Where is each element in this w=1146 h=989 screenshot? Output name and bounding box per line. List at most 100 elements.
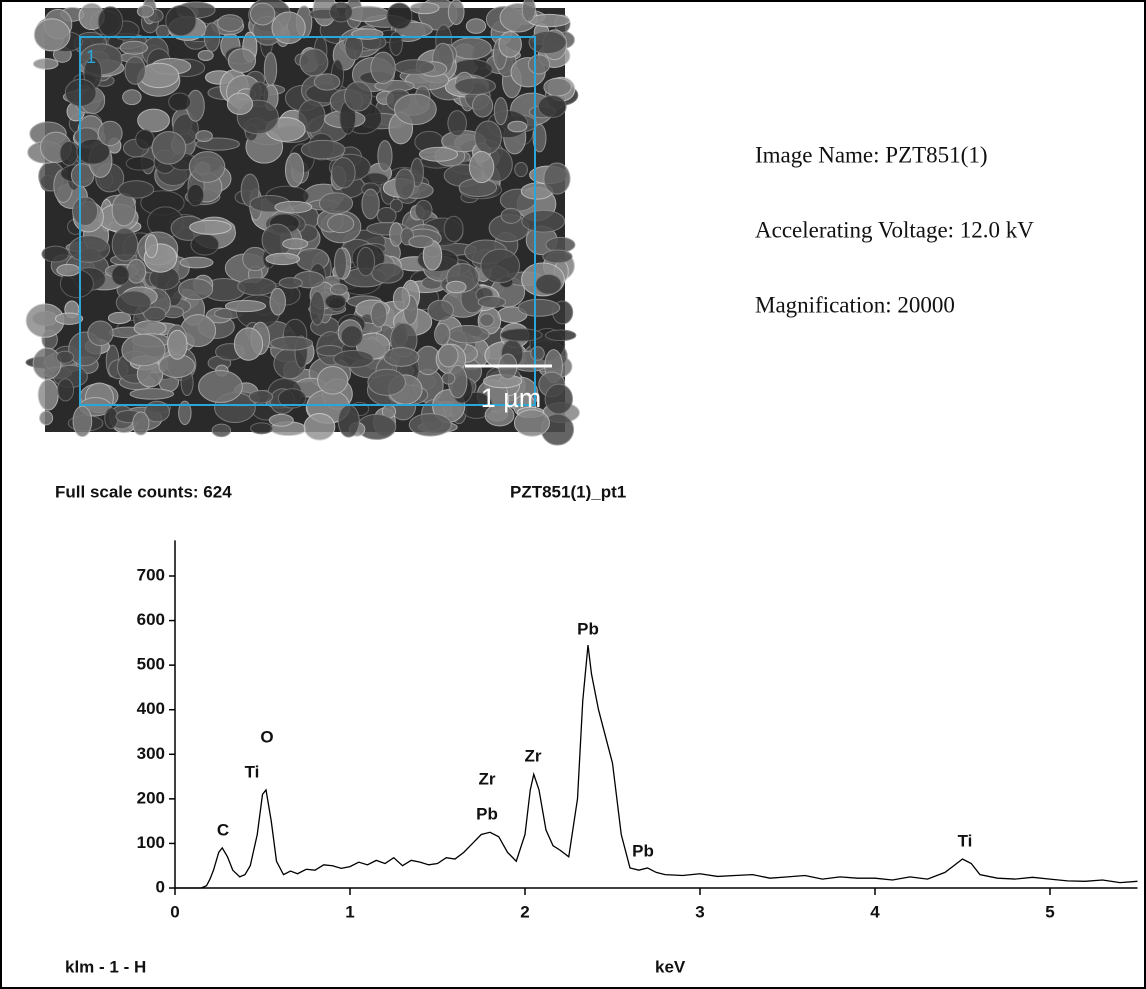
grain (112, 265, 129, 285)
grain (368, 369, 406, 395)
grain (301, 140, 345, 158)
peak-label: C (217, 820, 229, 839)
grain (499, 32, 522, 58)
grain (189, 152, 224, 183)
chart-title: PZT851(1)_pt1 (510, 482, 626, 501)
grain (168, 330, 187, 359)
info-line: Magnification: 20000 (755, 292, 955, 317)
x-axis-label: keV (655, 957, 686, 976)
grain (34, 19, 70, 51)
grain (409, 414, 451, 436)
grain (447, 326, 489, 343)
grain (544, 163, 570, 194)
grain (545, 384, 572, 414)
y-tick-label: 600 (137, 610, 165, 629)
region-label: 1 (86, 47, 96, 67)
grain (475, 121, 502, 154)
grain (545, 330, 575, 341)
grain (285, 153, 303, 187)
grain (318, 367, 348, 395)
grain (372, 263, 403, 283)
grain (314, 74, 339, 90)
grain (133, 412, 149, 435)
y-tick-label: 100 (137, 833, 165, 852)
grain (116, 291, 151, 315)
grain (137, 5, 153, 17)
grain (33, 348, 61, 379)
y-tick-label: 0 (156, 877, 165, 896)
grain (544, 78, 571, 96)
grain (394, 94, 436, 124)
y-tick-label: 300 (137, 744, 165, 763)
grain (55, 313, 82, 324)
grain (225, 300, 265, 311)
grain (344, 82, 371, 111)
grain (543, 250, 572, 263)
grain (228, 49, 255, 73)
grain (334, 248, 346, 278)
grain (122, 334, 165, 365)
grain (73, 406, 92, 436)
grain (118, 181, 153, 198)
grain (310, 291, 324, 325)
grain (508, 121, 527, 132)
peak-label: Zr (479, 769, 496, 788)
grain (330, 284, 347, 295)
grain (127, 259, 146, 283)
grain (251, 423, 273, 434)
grain (98, 121, 122, 145)
grain (304, 413, 335, 440)
x-tick-label: 2 (520, 902, 529, 921)
grain (40, 411, 53, 425)
grain (196, 131, 213, 142)
grain (371, 52, 396, 83)
grain (88, 321, 113, 346)
grain (393, 287, 409, 310)
grain (126, 157, 154, 170)
grain (238, 278, 276, 295)
grain (438, 344, 458, 367)
grain (98, 7, 122, 37)
chart-subtitle: Full scale counts: 624 (55, 482, 232, 501)
grain (169, 93, 191, 111)
grain (377, 207, 396, 223)
grain (130, 389, 174, 399)
grain (494, 98, 507, 125)
figure: 1 1 µm Image Name: PZT851(1) Acceleratin… (0, 0, 1146, 989)
grain (269, 414, 293, 426)
grain (191, 234, 219, 255)
grain (264, 53, 276, 86)
peak-label: Pb (577, 619, 599, 638)
grain (234, 328, 262, 360)
grain (419, 147, 457, 161)
grain (371, 302, 387, 327)
grain (410, 2, 439, 13)
grain (42, 246, 69, 262)
grain (531, 347, 545, 360)
page: 1 1 µm Image Name: PZT851(1) Acceleratin… (0, 0, 1146, 989)
grain (112, 228, 137, 261)
peak-label: Ti (958, 831, 973, 850)
grain (341, 326, 363, 347)
grain (198, 50, 213, 60)
peak-label: Pb (476, 804, 498, 823)
grain (409, 236, 434, 248)
x-tick-label: 0 (170, 902, 179, 921)
grain (384, 348, 419, 367)
grain (272, 12, 305, 44)
peak-label: Pb (632, 841, 654, 860)
grain (152, 132, 186, 165)
sem-image (26, 0, 580, 445)
grain (270, 288, 285, 315)
peak-label: O (260, 727, 273, 746)
grain (473, 94, 493, 117)
grain (187, 184, 203, 206)
grain (319, 193, 352, 214)
grain (357, 247, 374, 275)
grain (480, 314, 494, 327)
grain (330, 2, 353, 22)
grain (120, 41, 147, 54)
grain (57, 264, 80, 276)
grain (283, 239, 308, 249)
grain (522, 210, 565, 232)
